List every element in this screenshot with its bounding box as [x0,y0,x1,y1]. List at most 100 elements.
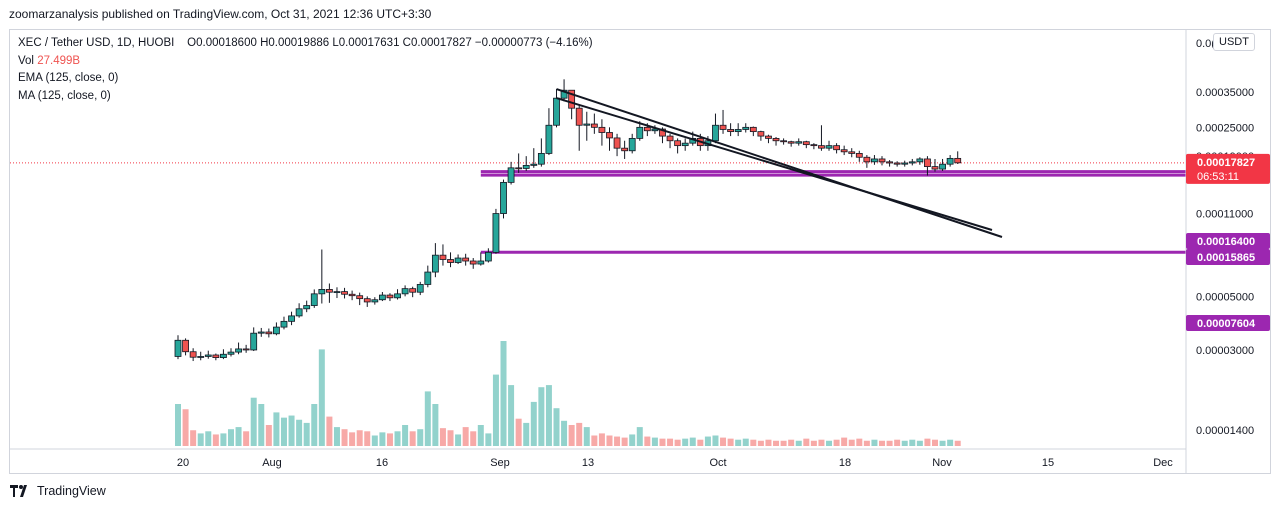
candle-body [545,124,553,154]
candle-body [220,353,227,358]
candle-body [734,129,742,133]
candle-body [954,157,962,164]
volume-bar [190,430,197,446]
candle [818,125,825,151]
volume-bar [742,438,749,446]
volume-bar [386,433,393,446]
candle [462,253,470,266]
candle [242,344,250,353]
candle [765,134,772,144]
candle [325,283,333,303]
volume-bar [280,417,287,446]
volume-bar [636,427,643,446]
candle [515,153,523,173]
candle-body [537,153,545,165]
candle-body [416,284,424,293]
candle-body [757,131,765,137]
candle [197,351,205,361]
candle-body [401,288,409,295]
time-tick-label: Dec [1153,457,1173,469]
candle [356,292,364,306]
price-tags: 0.00017827 06:53:11 0.00016400 0.00015865 0.… [1186,153,1270,331]
candle-body [500,181,507,214]
last-price-label: 0.00017827 [1197,157,1255,169]
candle-body [371,299,379,303]
candle [939,158,946,171]
candle-body [204,354,212,357]
candle [553,89,560,128]
volume-bar [311,404,318,446]
candle [182,338,189,356]
volume-bar [508,385,515,446]
price-axis[interactable]: 0.000350000.000250000.000190000.00011000… [1185,30,1254,473]
time-tick-label: 20 [177,457,189,469]
candle-body [787,141,795,144]
candle [893,161,901,167]
volume-bar [296,419,303,446]
time-tick-label: Sep [490,457,510,469]
currency-button[interactable]: USDT [1213,33,1255,51]
volume-bar [795,440,802,446]
candle-body [325,289,333,293]
candle-body [303,305,311,310]
candle [734,123,742,137]
volume-bar [485,433,492,446]
candle [545,108,553,156]
candle-body [439,254,447,260]
candle [500,179,507,219]
candle-body [765,135,772,139]
volume-bar [364,431,371,446]
ma-indicator[interactable]: MA (125, close, 0) [18,89,111,102]
candle [235,342,242,355]
volume-bar [424,391,431,446]
volume-bar [773,440,780,446]
volume-bar [879,440,886,446]
candle-body [719,124,727,130]
candle [954,151,962,165]
volume-bar [417,429,424,446]
ema-indicator[interactable]: EMA (125, close, 0) [18,72,119,84]
volume-bar [568,425,575,446]
candle-body [681,142,689,147]
volume-bar [447,430,454,446]
volume-bar [356,430,363,446]
candle [712,113,719,144]
candle-body [522,164,530,169]
time-axis[interactable]: 20 Aug 16 Sep 13 Oct 18 Nov 15 Dec [10,448,1186,469]
tradingview-logo-icon [10,485,27,497]
candle-body [583,123,591,126]
candle-body [855,153,863,158]
candle [363,296,371,307]
candle [871,155,878,165]
candle-body [810,144,818,147]
candle [310,289,318,308]
trendlines[interactable] [556,88,1003,238]
time-tick-label: Oct [709,457,726,469]
candle [288,311,295,326]
volume-bar [924,438,931,446]
candle-body [295,308,303,317]
footer-brand[interactable]: TradingView [10,484,106,498]
candle-body [825,145,833,149]
symbol-row: XEC / Tether USD, 1D, HUOBI O0.00018600 … [18,35,593,53]
symbol-name[interactable]: XEC / Tether USD, 1D, HUOBI [18,37,175,49]
volume-bar [318,349,325,446]
volume-bar [674,439,681,446]
candle-body [333,291,341,294]
volume-bar [757,440,764,446]
volume-bar [182,409,189,446]
candle [409,286,417,298]
time-tick-label: 13 [582,457,594,469]
candle [431,243,439,278]
candle-body [674,140,682,147]
volume-row[interactable]: Vol 27.499B [18,53,593,71]
candle-body [530,163,538,166]
volume-bar [341,429,348,446]
candle-body [189,351,197,358]
volume-bar [439,428,446,446]
volume-bar [712,435,719,446]
candle [590,113,598,134]
candle [257,327,265,337]
volume-bar [402,425,409,446]
